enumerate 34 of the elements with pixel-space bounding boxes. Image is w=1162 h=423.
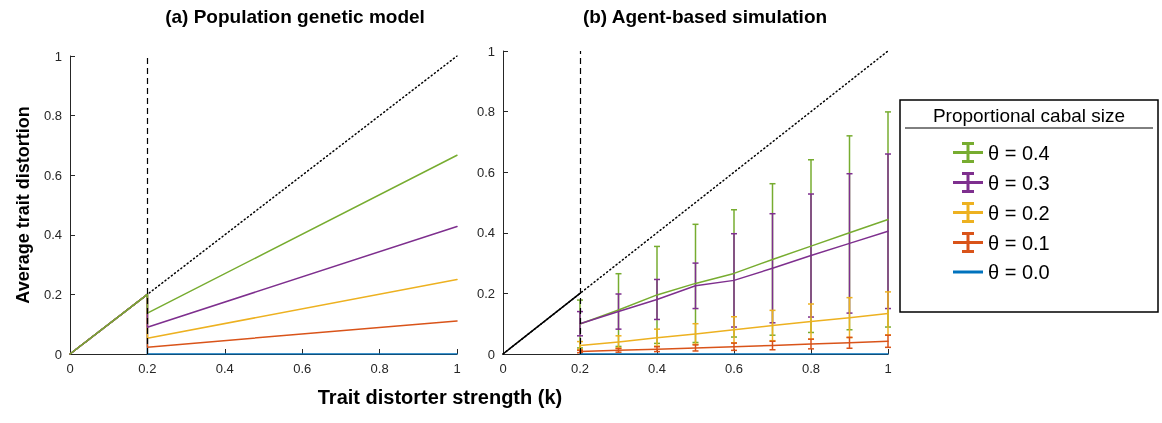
x-tick-label: 0.4 bbox=[647, 361, 667, 376]
legend-label: θ = 0.4 bbox=[988, 141, 1050, 164]
y-tick-label: 0 bbox=[54, 346, 62, 362]
y-tick-label: 1 bbox=[487, 43, 495, 59]
y-tick-label: 0.8 bbox=[43, 108, 62, 124]
x-tick-label: 0 bbox=[66, 361, 74, 376]
y-axis-title: Average trait distortion bbox=[13, 106, 33, 304]
x-tick-label: 1 bbox=[453, 361, 461, 376]
y-tick-label: 0 bbox=[487, 346, 495, 362]
legend-label: θ = 0.0 bbox=[988, 261, 1050, 283]
x-tick-label: 0.6 bbox=[293, 361, 312, 376]
x-tick-label: 0.2 bbox=[570, 361, 590, 376]
y-tick-label: 0.2 bbox=[476, 285, 495, 301]
y-tick-label: 0.4 bbox=[476, 225, 495, 241]
chart-title: (a) Population genetic model bbox=[165, 6, 425, 27]
y-tick-label: 0.6 bbox=[476, 164, 495, 180]
legend-label: θ = 0.3 bbox=[988, 171, 1050, 194]
y-tick-label: 0.6 bbox=[43, 167, 62, 183]
x-tick-label: 0 bbox=[499, 361, 507, 376]
x-tick-label: 0.8 bbox=[801, 361, 821, 376]
x-tick-label: 0.6 bbox=[724, 361, 744, 376]
x-axis-title: Trait distorter strength (k) bbox=[316, 386, 564, 409]
x-tick-label: 0.2 bbox=[138, 361, 157, 376]
legend-label: θ = 0.2 bbox=[988, 201, 1050, 224]
y-tick-label: 0.4 bbox=[43, 227, 62, 243]
legend-label: θ = 0.1 bbox=[988, 231, 1050, 254]
legend-title: Proportional cabal size bbox=[932, 105, 1126, 126]
x-tick-label: 0.8 bbox=[370, 361, 389, 376]
y-tick-label: 0.2 bbox=[43, 286, 62, 302]
y-tick-label: 1 bbox=[54, 48, 62, 64]
x-tick-label: 1 bbox=[884, 361, 892, 376]
y-tick-label: 0.8 bbox=[476, 104, 495, 120]
x-tick-label: 0.4 bbox=[215, 361, 234, 376]
chart-title: (b) Agent-based simulation bbox=[582, 6, 828, 27]
